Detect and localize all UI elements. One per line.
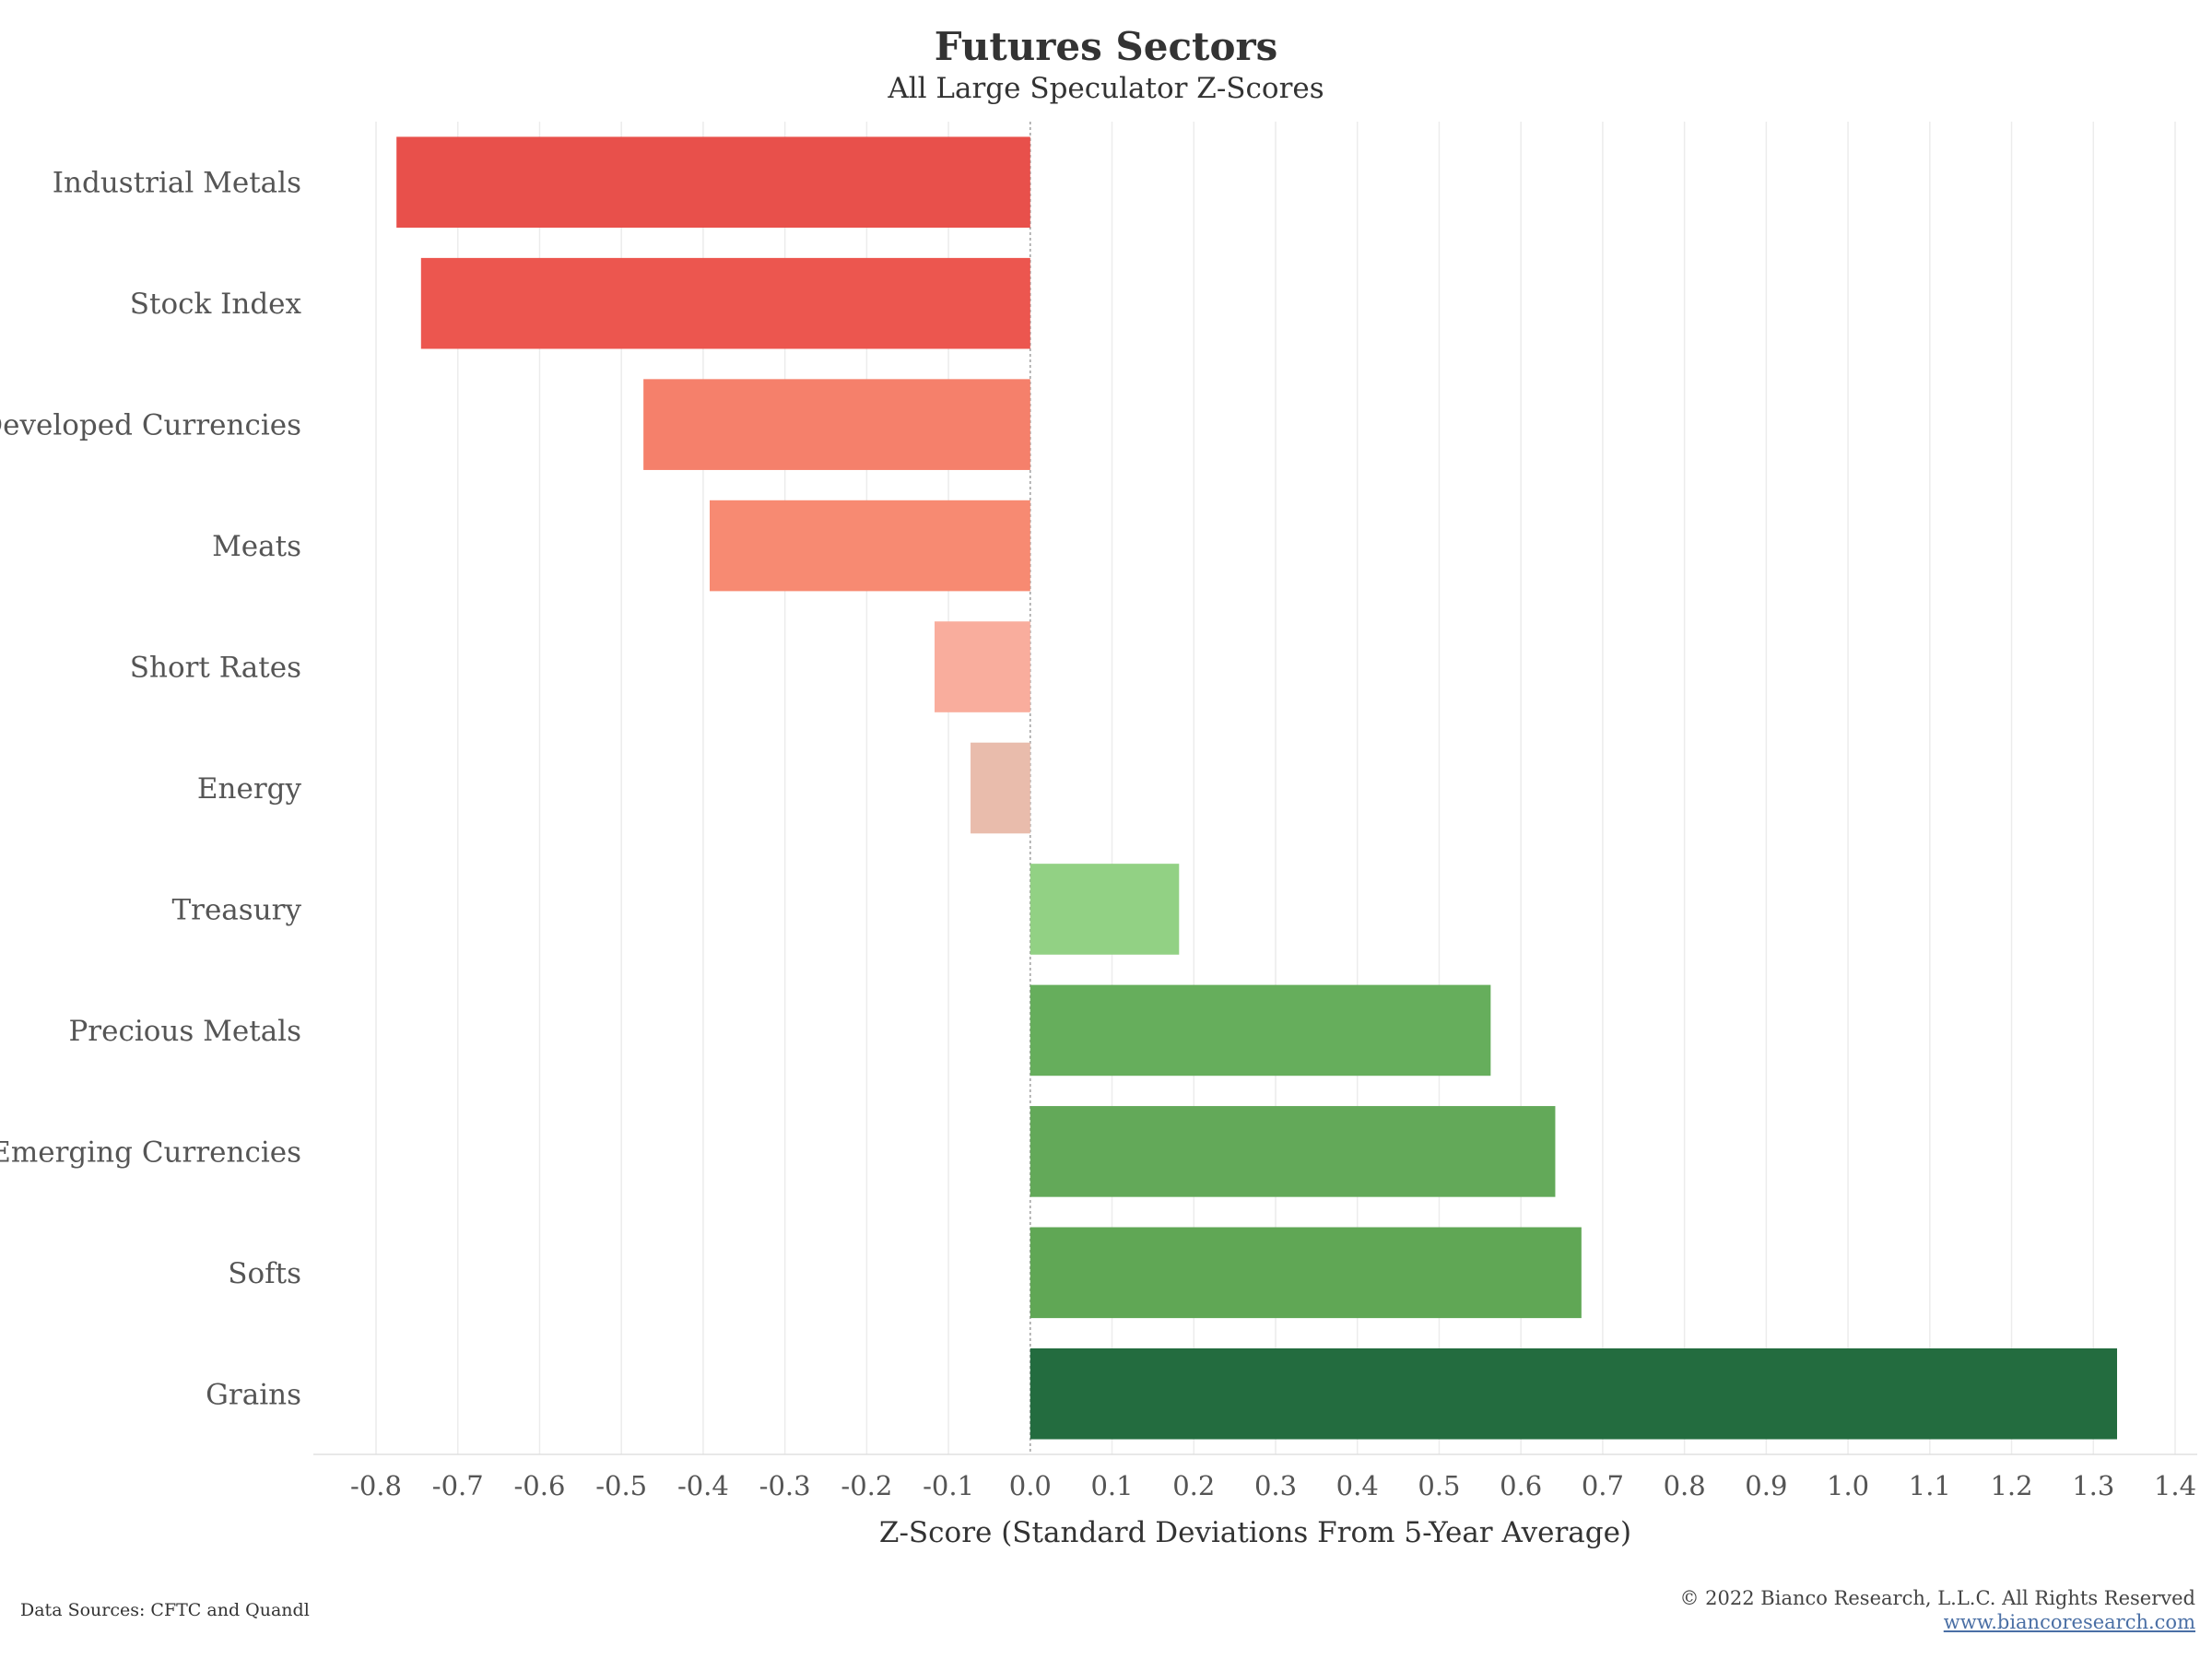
bar-short-rates: [935, 621, 1030, 712]
x-tick-label: 0.9: [1745, 1470, 1787, 1501]
x-tick-label: -0.6: [513, 1470, 565, 1501]
x-tick-label: -0.2: [841, 1470, 892, 1501]
x-tick-label: 0.4: [1336, 1470, 1379, 1501]
x-tick-label: 1.0: [1827, 1470, 1869, 1501]
x-tick-label: -0.8: [350, 1470, 402, 1501]
bar-industrial-metals: [396, 136, 1030, 229]
x-tick-label: -0.5: [595, 1470, 647, 1501]
x-tick-label: 1.1: [1909, 1470, 1951, 1501]
x-tick-label: -0.1: [923, 1470, 974, 1501]
x-tick-label: 0.0: [1009, 1470, 1052, 1501]
x-tick-label: 0.5: [1418, 1470, 1460, 1501]
copyright-notice: © 2022 Bianco Research, L.L.C. All Right…: [1679, 1587, 2196, 1609]
x-tick-label: -0.7: [432, 1470, 484, 1501]
x-tick-label: 0.7: [1582, 1470, 1624, 1501]
x-tick-label: 0.8: [1664, 1470, 1706, 1501]
category-label: Meats: [212, 530, 301, 563]
bar-treasury: [1030, 864, 1180, 955]
chart-title: Futures Sectors: [934, 24, 1278, 69]
x-tick-label: 0.2: [1172, 1470, 1215, 1501]
bar-softs: [1030, 1227, 1582, 1319]
bar-stock-index: [420, 257, 1030, 349]
category-label: Developed Currencies: [0, 409, 301, 442]
bar-energy: [971, 742, 1030, 834]
category-labels: Industrial Metals Stock Index Developed Cu…: [0, 167, 302, 1412]
category-label: Emerging Currencies: [0, 1135, 301, 1169]
category-label: Treasury: [171, 893, 301, 926]
bar-meats: [710, 500, 1030, 592]
x-tick-label: -0.4: [677, 1470, 729, 1501]
bar-precious-metals: [1030, 984, 1491, 1077]
chart-subtitle: All Large Speculator Z-Scores: [888, 72, 1324, 105]
category-label: Softs: [228, 1257, 301, 1290]
website-link[interactable]: www.biancoresearch.com: [1943, 1611, 2195, 1633]
bar-emerging-currencies: [1030, 1106, 1556, 1197]
data-source-note: Data Sources: CFTC and Quandl: [20, 1600, 310, 1620]
category-label: Short Rates: [130, 652, 301, 685]
x-tick-label: -0.3: [759, 1470, 811, 1501]
x-tick-labels: -0.8 -0.7 -0.6 -0.5 -0.4 -0.3 -0.2 -0.1 0.0 0.1 0.…: [350, 1470, 2196, 1501]
x-tick-label: 0.6: [1500, 1470, 1542, 1501]
category-label: Industrial Metals: [53, 167, 301, 200]
x-tick-label: 1.3: [2072, 1470, 2114, 1501]
category-label: Energy: [197, 772, 302, 806]
bar-developed-currencies: [643, 379, 1030, 470]
category-label: Stock Index: [130, 288, 302, 321]
bar-grains: [1030, 1347, 2118, 1440]
category-label: Grains: [206, 1378, 301, 1411]
x-axis-label: Z-Score (Standard Deviations From 5-Year…: [879, 1516, 1631, 1549]
x-tick-label: 1.4: [2154, 1470, 2196, 1501]
x-tick-label: 0.3: [1254, 1470, 1297, 1501]
x-tick-label: 1.2: [1990, 1470, 2032, 1501]
x-tick-label: 0.1: [1090, 1470, 1133, 1501]
bars: [396, 136, 2118, 1440]
category-label: Precious Metals: [68, 1015, 301, 1048]
